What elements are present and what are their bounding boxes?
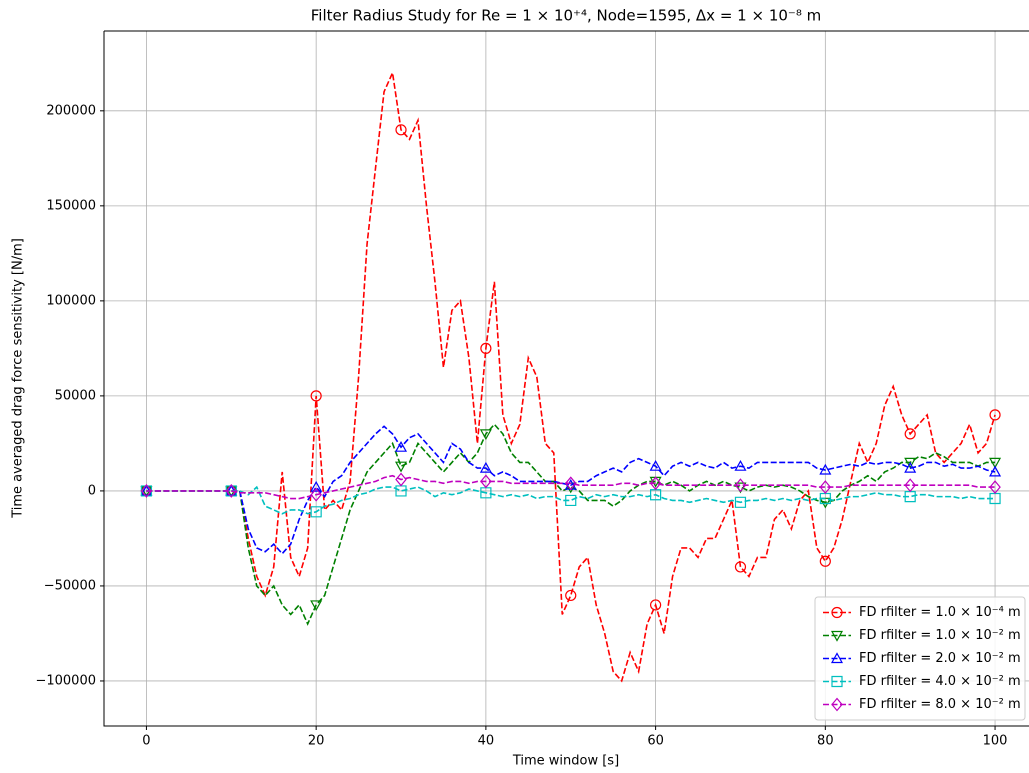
marker — [831, 697, 843, 712]
y-tick-label: 50000 — [55, 388, 96, 403]
legend-label: FD rfilter = 4.0 × 10⁻² m — [859, 674, 1021, 689]
legend-label: FD rfilter = 8.0 × 10⁻² m — [859, 697, 1021, 712]
marker — [831, 606, 843, 619]
marker — [819, 555, 831, 567]
x-axis-label: Time window [s] — [512, 754, 619, 769]
series-line — [146, 485, 996, 515]
x-tick-label: 60 — [647, 734, 664, 749]
marker — [310, 600, 323, 612]
marker — [989, 492, 1001, 505]
marker — [565, 494, 577, 507]
marker — [140, 485, 153, 497]
marker — [564, 476, 577, 491]
legend: FD rfilter = 1.0 × 10⁻⁴ m FD rfilter = 1.… — [814, 596, 1026, 721]
marker — [650, 599, 662, 611]
marker — [819, 480, 832, 495]
marker — [649, 476, 662, 491]
x-tick-label: 80 — [817, 734, 834, 749]
series-line — [146, 425, 996, 555]
x-tick-label: 0 — [142, 734, 150, 749]
marker — [394, 440, 408, 452]
marker — [989, 409, 1001, 421]
marker — [734, 496, 747, 508]
marker — [479, 461, 492, 473]
marker — [479, 429, 492, 441]
marker — [989, 457, 1002, 469]
marker — [734, 459, 747, 471]
marker — [395, 485, 407, 497]
marker — [395, 472, 407, 487]
legend-box — [814, 596, 1026, 721]
series-line — [146, 474, 996, 500]
chart-title: Filter Radius Study for Re = 1 × 10⁺⁴, N… — [311, 7, 821, 25]
marker — [989, 465, 1002, 477]
marker — [140, 483, 153, 498]
marker — [480, 342, 492, 354]
axis-frame — [103, 30, 1029, 727]
marker — [904, 491, 916, 503]
series-line — [146, 423, 996, 626]
marker — [904, 428, 916, 440]
y-tick-label: −100000 — [35, 673, 96, 688]
marker — [480, 487, 492, 499]
marker — [819, 463, 832, 475]
marker — [225, 485, 237, 497]
marker — [734, 478, 747, 493]
marker — [394, 461, 408, 473]
series-line — [146, 69, 996, 683]
marker — [225, 483, 238, 498]
y-tick-label: −50000 — [44, 578, 96, 593]
marker — [310, 390, 322, 402]
marker — [831, 675, 843, 688]
marker — [310, 506, 322, 518]
x-tick-label: 20 — [308, 734, 325, 749]
legend-label: FD rfilter = 1.0 × 10⁻⁴ m — [859, 605, 1021, 620]
marker — [830, 652, 844, 664]
x-tick-label: 40 — [478, 734, 495, 749]
legend-label: FD rfilter = 2.0 × 10⁻² m — [859, 651, 1021, 666]
marker — [565, 589, 577, 602]
x-tick-label: 100 — [983, 734, 1008, 749]
marker — [830, 630, 844, 642]
marker — [310, 480, 323, 492]
marker — [989, 480, 1001, 495]
marker — [734, 561, 747, 573]
marker — [395, 124, 407, 136]
y-tick-label: 200000 — [46, 103, 96, 118]
y-tick-label: 0 — [88, 483, 96, 498]
y-tick-label: 150000 — [46, 198, 96, 213]
y-axis-label: Time averaged drag force sensitivity [N/… — [11, 238, 26, 519]
marker — [819, 492, 831, 505]
legend-label: FD rfilter = 1.0 × 10⁻² m — [859, 628, 1021, 643]
marker — [904, 461, 917, 473]
y-tick-label: 100000 — [46, 293, 96, 308]
marker — [649, 459, 662, 471]
marker — [904, 457, 917, 469]
marker — [904, 478, 916, 493]
marker — [480, 474, 492, 489]
marker — [650, 489, 662, 501]
marker — [310, 487, 322, 502]
